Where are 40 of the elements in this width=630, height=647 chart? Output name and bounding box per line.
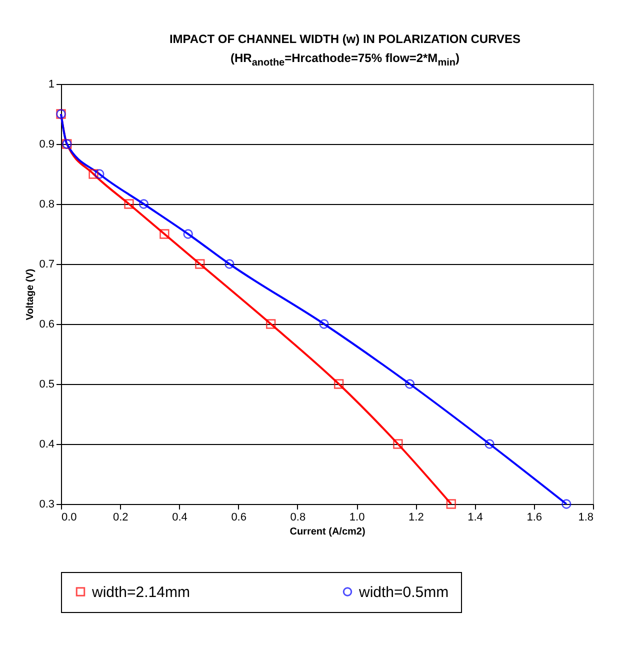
point: [160, 230, 170, 240]
x-tick-label: 1.0: [349, 512, 365, 524]
x-tick-label: 0.8: [290, 512, 306, 524]
y-tick-label: 0.7: [39, 258, 54, 271]
point: [266, 320, 276, 330]
point: [334, 380, 344, 390]
point: [88, 170, 98, 180]
point: [484, 440, 494, 450]
y-tick-label: 0.5: [39, 378, 54, 391]
y-tick-label: 1: [48, 78, 54, 91]
x-tick-label: 1.6: [526, 512, 542, 524]
point: [94, 170, 104, 180]
y-tick-label: 0.8: [39, 198, 54, 211]
point: [319, 320, 329, 330]
y-axis-title: Voltage (V): [25, 269, 36, 321]
x-tick-label: 0.6: [231, 512, 246, 524]
point: [124, 200, 134, 210]
point: [138, 200, 149, 210]
x-tick-label: 0.0: [62, 512, 77, 524]
point: [562, 500, 572, 510]
chart-title: IMPACT OF CHANNEL WIDTH (w) IN POLARIZATION CURVES: [168, 31, 522, 48]
x-axis-title: Current (A/cm2): [290, 526, 366, 538]
chart-subtitle: (HR$_{anothe}$=Hrcathode=75% flow=2*M$_{min}$): [230, 50, 460, 70]
point: [404, 380, 415, 390]
point: [183, 230, 193, 240]
y-tick-label: 0.3: [39, 498, 54, 511]
x-tick-label: 1.4: [468, 512, 483, 524]
y-tick-label: 0.6: [39, 318, 54, 331]
legend-label: width=2.14mm: [91, 584, 190, 602]
point: [446, 500, 456, 510]
point: [393, 440, 403, 450]
x-tick-label: 0.2: [112, 512, 128, 524]
legend-label: width=0.5mm: [358, 584, 449, 602]
y-tick-label: 0.9: [39, 138, 54, 151]
x-tick-label: 0.4: [172, 512, 188, 524]
point: [224, 260, 234, 270]
point: [195, 260, 205, 270]
x-tick-label: 1.8: [578, 512, 594, 524]
x-tick-label: 1.2: [408, 512, 424, 524]
y-tick-label: 0.4: [39, 438, 54, 451]
